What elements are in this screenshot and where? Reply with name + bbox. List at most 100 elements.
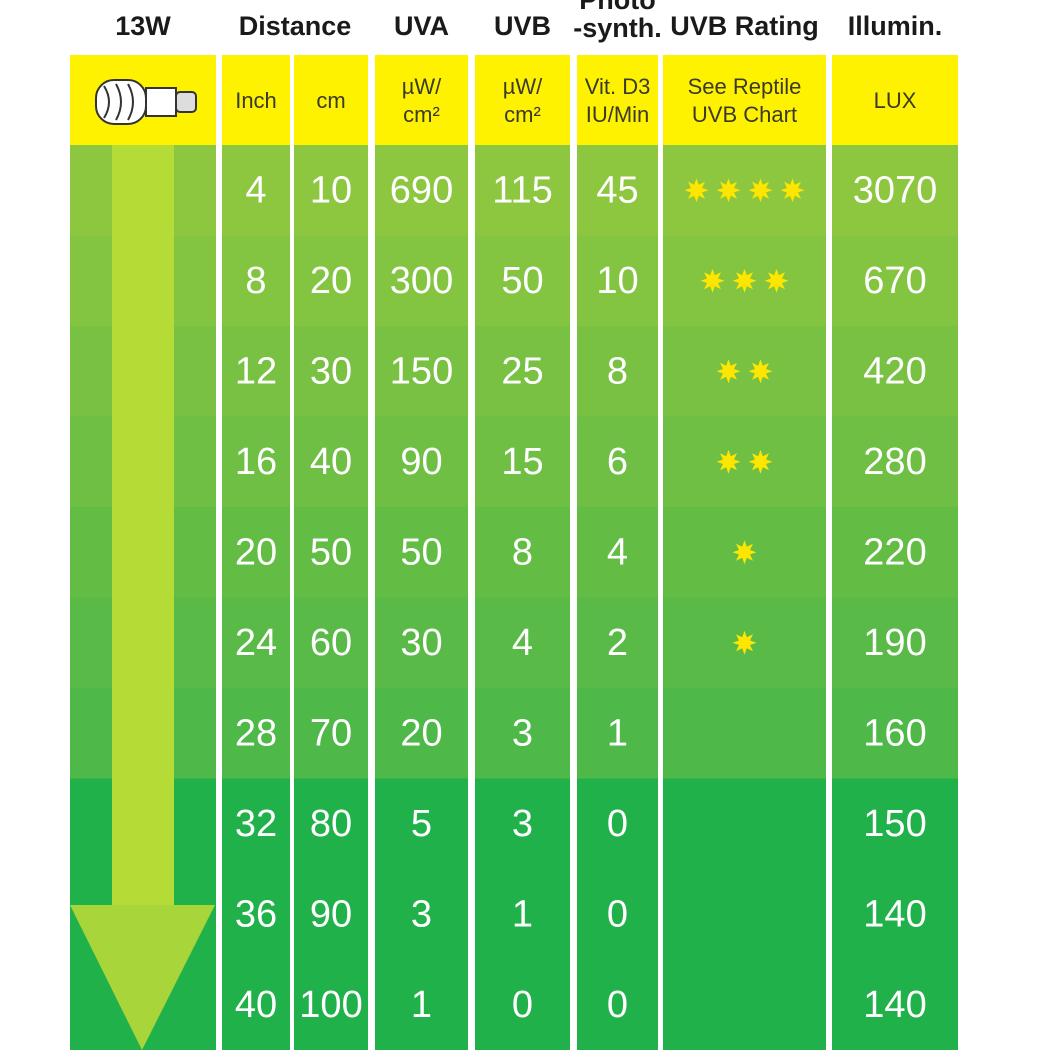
unit-label: cm²: [504, 102, 541, 127]
cell-value: 10: [596, 260, 638, 302]
cell-value: 16: [235, 441, 277, 483]
row-band: [577, 416, 658, 508]
row-band: [294, 416, 368, 508]
cell-value: 45: [596, 169, 638, 211]
cell-value: 6: [607, 441, 628, 483]
cell-value: 1: [607, 712, 628, 754]
row-band: [375, 688, 468, 779]
cell-value: 150: [863, 803, 926, 845]
row-band: [375, 869, 468, 960]
row-band: [475, 869, 570, 960]
row-band: [577, 778, 658, 870]
row-band: [475, 688, 570, 779]
row-band: [832, 688, 958, 779]
cell-value: 2: [607, 622, 628, 664]
row-band: [663, 688, 826, 779]
row-band: [832, 778, 958, 870]
cell-value: 1: [512, 893, 533, 935]
row-band: [222, 869, 290, 960]
row-band: [222, 145, 290, 236]
row-band: [832, 416, 958, 508]
cell-value: 30: [310, 350, 352, 392]
cell-value: 4: [245, 169, 266, 211]
cell-value: 8: [245, 260, 266, 302]
arrow-head: [70, 905, 215, 1050]
cell-value: 5: [411, 803, 432, 845]
cell-value: 190: [863, 622, 926, 664]
subheader-cell: [663, 55, 826, 145]
subheader-cell: [577, 55, 658, 145]
row-band: [294, 235, 368, 327]
rating-star: [716, 359, 741, 384]
rating-star: [780, 178, 805, 203]
rating-star: [748, 449, 773, 474]
unit-label: cm²: [403, 102, 440, 127]
rating-star: [684, 178, 709, 203]
cell-value: 20: [400, 712, 442, 754]
row-band: [222, 416, 290, 508]
row-band: [222, 959, 290, 1050]
cell-value: 90: [310, 893, 352, 935]
cell-value: 40: [310, 441, 352, 483]
unit-label: cm: [316, 88, 345, 113]
row-band: [832, 597, 958, 689]
cell-value: 10: [310, 169, 352, 211]
unit-label: LUX: [874, 88, 917, 113]
unit-label: µW/: [402, 74, 442, 99]
row-band: [832, 869, 958, 960]
cell-value: 50: [310, 531, 352, 573]
cell-value: 3: [512, 803, 533, 845]
cell-value: 0: [607, 984, 628, 1026]
cell-value: 90: [400, 441, 442, 483]
row-band: [475, 145, 570, 236]
cell-value: 1: [411, 984, 432, 1026]
cell-value: 690: [390, 169, 453, 211]
row-band: [663, 959, 826, 1050]
row-band: [577, 959, 658, 1050]
row-band: [475, 597, 570, 689]
cell-value: 50: [400, 531, 442, 573]
row-band: [577, 326, 658, 417]
bulb-icon: [95, 79, 197, 125]
cell-value: 160: [863, 712, 926, 754]
row-band: [475, 235, 570, 327]
column-header: UVB: [494, 11, 551, 41]
rating-star: [700, 268, 725, 293]
cell-value: 25: [501, 350, 543, 392]
cell-value: 150: [390, 350, 453, 392]
row-band: [475, 959, 570, 1050]
unit-label: See Reptile: [688, 74, 802, 99]
row-band: [294, 326, 368, 417]
cell-value: 220: [863, 531, 926, 573]
cell-value: 24: [235, 622, 277, 664]
row-band: [222, 326, 290, 417]
row-band: [375, 778, 468, 870]
rating-star: [716, 178, 741, 203]
cell-value: 420: [863, 350, 926, 392]
row-band: [222, 235, 290, 327]
cell-value: 8: [607, 350, 628, 392]
row-band: [663, 326, 826, 417]
cell-value: 20: [310, 260, 352, 302]
row-band: [663, 416, 826, 508]
unit-label: Inch: [235, 88, 277, 113]
column-header: UVB Rating: [670, 11, 819, 41]
row-band: [663, 869, 826, 960]
column-header: 13W: [115, 11, 171, 41]
rating-star: [716, 449, 741, 474]
row-band: [375, 145, 468, 236]
row-band: [832, 235, 958, 327]
row-band: [222, 507, 290, 598]
arrow: [70, 145, 215, 1050]
cell-value: 20: [235, 531, 277, 573]
row-band: [294, 597, 368, 689]
cell-value: 670: [863, 260, 926, 302]
rating-star: [732, 268, 757, 293]
rating-star: [732, 540, 757, 565]
row-band: [663, 778, 826, 870]
cell-value: 4: [512, 622, 533, 664]
cell-value: 0: [512, 984, 533, 1026]
cell-value: 40: [235, 984, 277, 1026]
cell-value: 3070: [853, 169, 938, 211]
